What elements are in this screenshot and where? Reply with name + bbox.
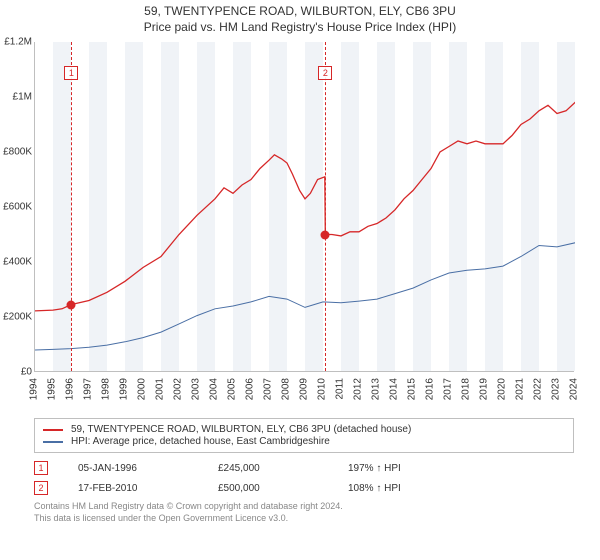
sale-price: £245,000 — [218, 463, 318, 474]
footer-line2: This data is licensed under the Open Gov… — [34, 513, 574, 525]
title-address: 59, TWENTYPENCE ROAD, WILBURTON, ELY, CB… — [0, 4, 600, 18]
sale-row: 2 17-FEB-2010 £500,000 108% ↑ HPI — [34, 481, 574, 495]
ytick: £0 — [21, 367, 32, 378]
line-svg — [35, 42, 575, 372]
ytick: £800K — [3, 147, 32, 158]
y-axis: £0£200K£400K£600K£800K£1M£1.2M — [0, 42, 34, 372]
sale-vline — [325, 42, 326, 371]
sale-date: 17-FEB-2010 — [78, 483, 188, 494]
sales-table: 1 05-JAN-1996 £245,000 197% ↑ HPI 2 17-FEB-20… — [34, 461, 574, 495]
xtick: 2005 — [227, 378, 238, 400]
xtick: 1999 — [119, 378, 130, 400]
sale-idx-box: 1 — [34, 461, 48, 475]
xtick: 2008 — [281, 378, 292, 400]
ytick: £400K — [3, 257, 32, 268]
xtick: 2014 — [389, 378, 400, 400]
xtick: 2022 — [533, 378, 544, 400]
title-subtitle: Price paid vs. HM Land Registry's House … — [0, 20, 600, 34]
footer-line1: Contains HM Land Registry data © Crown c… — [34, 501, 574, 513]
x-axis: 1994199519961997199819992000200120022003… — [34, 374, 574, 414]
legend-swatch-hpi — [43, 441, 63, 443]
ytick: £1M — [13, 92, 32, 103]
series-hpi — [35, 240, 575, 350]
legend-row-hpi: HPI: Average price, detached house, East… — [43, 436, 565, 447]
xtick: 2015 — [407, 378, 418, 400]
xtick: 2021 — [515, 378, 526, 400]
xtick: 2023 — [551, 378, 562, 400]
xtick: 2011 — [335, 378, 346, 400]
plot-area: 12 — [34, 42, 574, 372]
ytick: £600K — [3, 202, 32, 213]
xtick: 1995 — [47, 378, 58, 400]
xtick: 2001 — [155, 378, 166, 400]
xtick: 2003 — [191, 378, 202, 400]
xtick: 2004 — [209, 378, 220, 400]
legend-box: 59, TWENTYPENCE ROAD, WILBURTON, ELY, CB… — [34, 418, 574, 453]
xtick: 2019 — [479, 378, 490, 400]
xtick: 1998 — [101, 378, 112, 400]
xtick: 2013 — [371, 378, 382, 400]
sale-marker-box: 2 — [318, 66, 332, 80]
series-property — [35, 97, 575, 311]
xtick: 2017 — [443, 378, 454, 400]
sale-dot — [67, 300, 76, 309]
xtick: 2018 — [461, 378, 472, 400]
xtick: 2007 — [263, 378, 274, 400]
ytick: £200K — [3, 312, 32, 323]
legend-label-property: 59, TWENTYPENCE ROAD, WILBURTON, ELY, CB… — [71, 424, 411, 435]
sale-date: 05-JAN-1996 — [78, 463, 188, 474]
sale-price: £500,000 — [218, 483, 318, 494]
xtick: 1996 — [65, 378, 76, 400]
sale-idx-box: 2 — [34, 481, 48, 495]
sale-hpi-pct: 197% ↑ HPI — [348, 463, 401, 474]
sale-row: 1 05-JAN-1996 £245,000 197% ↑ HPI — [34, 461, 574, 475]
sale-dot — [321, 230, 330, 239]
chart-area: £0£200K£400K£600K£800K£1M£1.2M 12 199419… — [34, 42, 594, 412]
sale-hpi-pct: 108% ↑ HPI — [348, 483, 401, 494]
legend-swatch-property — [43, 429, 63, 431]
xtick: 2020 — [497, 378, 508, 400]
chart-title-block: 59, TWENTYPENCE ROAD, WILBURTON, ELY, CB… — [0, 0, 600, 42]
footer-attribution: Contains HM Land Registry data © Crown c… — [34, 501, 574, 524]
sale-vline — [71, 42, 72, 371]
sale-marker-box: 1 — [64, 66, 78, 80]
xtick: 2024 — [569, 378, 580, 400]
xtick: 2009 — [299, 378, 310, 400]
xtick: 2016 — [425, 378, 436, 400]
xtick: 2002 — [173, 378, 184, 400]
legend-label-hpi: HPI: Average price, detached house, East… — [71, 436, 330, 447]
xtick: 2000 — [137, 378, 148, 400]
legend-row-property: 59, TWENTYPENCE ROAD, WILBURTON, ELY, CB… — [43, 424, 565, 435]
xtick: 2010 — [317, 378, 328, 400]
xtick: 1997 — [83, 378, 94, 400]
xtick: 2012 — [353, 378, 364, 400]
xtick: 2006 — [245, 378, 256, 400]
ytick: £1.2M — [4, 37, 32, 48]
xtick: 1994 — [29, 378, 40, 400]
legend: 59, TWENTYPENCE ROAD, WILBURTON, ELY, CB… — [34, 418, 574, 453]
